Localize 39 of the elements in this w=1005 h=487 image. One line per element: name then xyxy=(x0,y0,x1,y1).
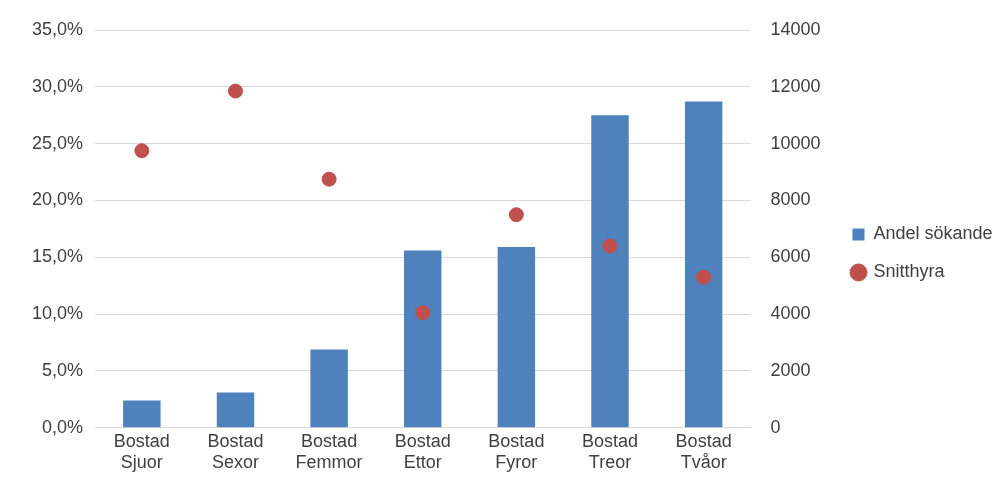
y2-tick-label: 6000 xyxy=(770,246,811,267)
bar xyxy=(591,115,629,428)
bar xyxy=(404,250,442,428)
x-tick-label: Bostad Sexor xyxy=(207,430,264,473)
y2-tick-label: 14000 xyxy=(770,18,821,39)
y2-tick-label: 0 xyxy=(770,416,781,437)
y-tick-label: 30,0% xyxy=(31,75,84,96)
x-tick-label: Bostad Femmor xyxy=(295,430,363,473)
y-tick-label: 0,0% xyxy=(42,416,84,437)
x-tick-label: Bostad Sjuor xyxy=(113,430,170,473)
point xyxy=(134,143,150,159)
x-tick-label: Bostad Treor xyxy=(581,430,639,473)
y-tick-label: 20,0% xyxy=(31,189,84,210)
legend-label: Snitthyra xyxy=(873,261,946,282)
x-tick-label: Bostad Fyror xyxy=(488,430,545,473)
point xyxy=(321,171,337,187)
y2-tick-label: 4000 xyxy=(770,303,811,324)
x-tick-label: Bostad Tvåor xyxy=(675,430,732,473)
y2-tick-label: 12000 xyxy=(770,75,821,96)
bar xyxy=(216,392,255,428)
y2-tick-label: 8000 xyxy=(770,189,811,210)
y2-tick-label: 10000 xyxy=(770,132,821,153)
y-tick-label: 10,0% xyxy=(31,303,84,324)
legend-label: Andel sökande xyxy=(873,223,993,244)
y-tick-label: 5,0% xyxy=(42,359,84,380)
bar xyxy=(497,247,536,428)
bar xyxy=(684,101,723,428)
point xyxy=(415,305,431,321)
bar xyxy=(123,400,161,428)
y2-tick-label: 2000 xyxy=(770,359,811,380)
y-tick-label: 35,0% xyxy=(31,18,84,39)
y-tick-label: 15,0% xyxy=(31,246,84,267)
bar xyxy=(310,349,348,428)
x-tick-label: Bostad Ettor xyxy=(394,430,451,473)
y-tick-label: 25,0% xyxy=(31,132,84,153)
point xyxy=(227,83,243,99)
point xyxy=(508,207,524,223)
point xyxy=(696,269,712,285)
point xyxy=(602,238,618,254)
